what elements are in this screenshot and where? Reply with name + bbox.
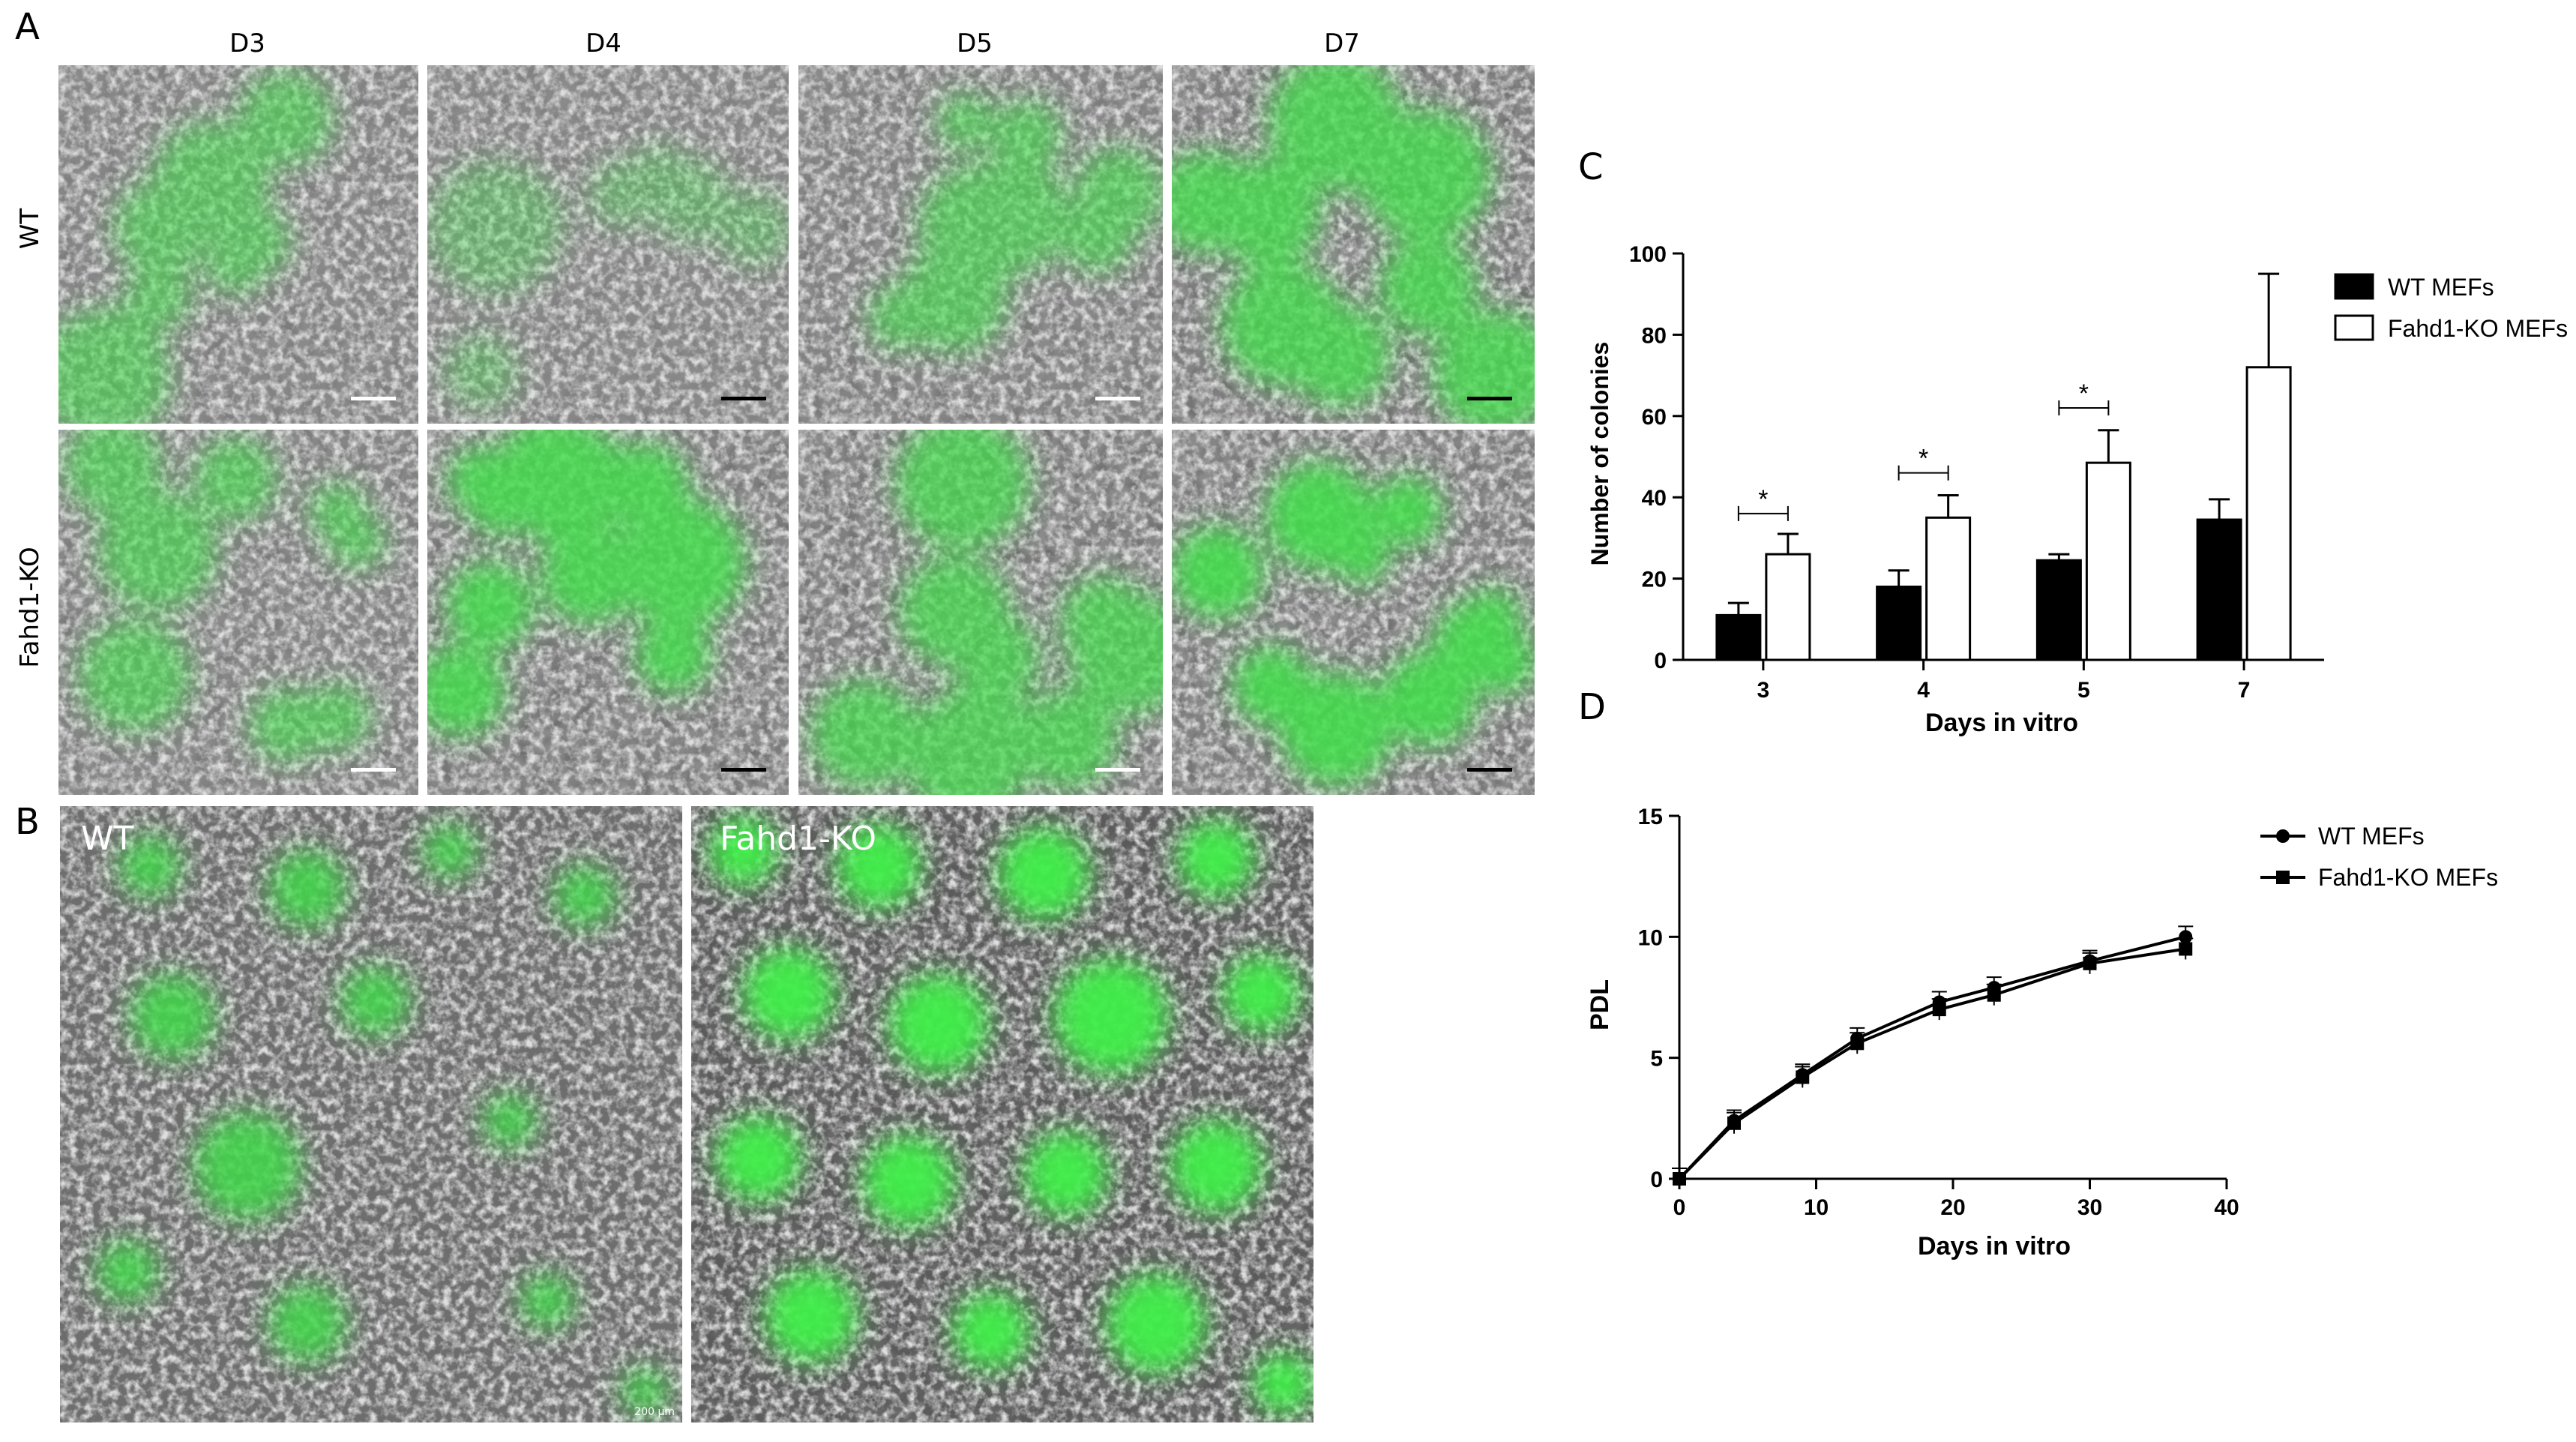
micrograph-fahd1-ko-d3: [58, 430, 418, 795]
chart-c-significance-label: *: [2079, 379, 2089, 408]
panel-letter-c: C: [1578, 146, 1604, 188]
chart-c-bar-wt: [1876, 585, 1922, 661]
chart-c-legend-label: WT MEFs: [2388, 274, 2494, 301]
micrograph-wt-d5: [798, 65, 1163, 424]
chart-d-series-line-wt: [1678, 935, 2186, 1180]
chart-c-bar-wt: [1715, 613, 1762, 661]
chart-c-bar-wt: [2035, 559, 2082, 661]
chart-d-x-tick-label: 20: [1940, 1195, 1965, 1220]
bar-chart-colonies: Number of colonies Days in vitro 0 20 40 60…: [1586, 242, 2568, 737]
chart-d-y-axis-label: PDL: [1586, 979, 1614, 1030]
micrograph-fahd1-ko-d5: [798, 430, 1163, 795]
chart-c-bar-fahd1-ko: [1765, 553, 1811, 661]
chart-d-x-tick-label: 0: [1673, 1195, 1686, 1220]
micrograph-b-wt: WT 200 µm: [60, 806, 682, 1423]
micrograph-image: [798, 65, 1163, 424]
chart-c-y-tick-label: 0: [1654, 649, 1667, 673]
chart-d-x-axis-label: Days in vitro: [1918, 1232, 2071, 1261]
chart-c-y-tick-label: 80: [1642, 323, 1667, 348]
micrograph-b-fahd1-ko-label: Fahd1-KO: [720, 820, 876, 858]
micrograph-b-wt-label: WT: [81, 820, 134, 858]
chart-c-y-tick-label: 100: [1629, 242, 1667, 267]
chart-c-legend-swatch: [2334, 273, 2374, 300]
chart-c-bar-fahd1-ko: [2085, 461, 2131, 661]
panel-letter-d: D: [1578, 686, 1606, 728]
column-label-d3: D3: [229, 28, 265, 58]
chart-d-y-tick-label: 10: [1638, 925, 1663, 950]
chart-c-x-axis-label: Days in vitro: [1925, 709, 2078, 737]
chart-d-x-tick-label: 40: [2214, 1195, 2239, 1220]
chart-c-bar-fahd1-ko: [1925, 516, 1972, 661]
chart-c-x-tick-label: 5: [2077, 678, 2090, 703]
scale-bar: [1095, 768, 1140, 772]
chart-d-x-tick-label: 10: [1804, 1195, 1829, 1220]
chart-d-point-fahd1-ko: [2083, 956, 2097, 970]
line-chart-pdl: PDL Days in vitro 0 5 10 15 0 10 20 30 40 WT MEF…: [1586, 805, 2498, 1261]
chart-d-point-fahd1-ko: [2179, 942, 2193, 956]
micrograph-wt-d7: [1172, 65, 1535, 424]
chart-d-point-fahd1-ko: [1987, 988, 2001, 1002]
chart-d-legend-marker: [2276, 829, 2290, 843]
micrograph-image: [58, 65, 418, 424]
scale-bar: [351, 768, 396, 772]
scale-bar: [1095, 397, 1140, 400]
chart-c-significance-bracket: [2058, 400, 2110, 415]
chart-d-point-fahd1-ko: [1673, 1172, 1686, 1186]
micrograph-b-fahd1-ko: Fahd1-KO: [691, 806, 1313, 1423]
scale-bar: [721, 397, 766, 400]
chart-d-y-tick-label: 0: [1650, 1168, 1663, 1192]
chart-d-point-fahd1-ko: [1796, 1070, 1810, 1084]
scale-bar-label: 200 µm: [634, 1406, 675, 1418]
column-label-d5: D5: [957, 28, 993, 58]
micrograph-image: [798, 430, 1163, 795]
chart-c-bar-fahd1-ko: [2245, 366, 2292, 661]
chart-d-legend-marker: [2276, 871, 2290, 884]
chart-c-y-tick-label: 20: [1642, 568, 1667, 592]
micrograph-b-wt-image: [60, 806, 682, 1423]
micrograph-wt-d3: [58, 65, 418, 424]
scale-bar: [1467, 397, 1512, 400]
column-label-d4: D4: [586, 28, 622, 58]
panel-letter-b: B: [15, 801, 40, 843]
chart-c-legend-swatch: [2334, 314, 2374, 341]
chart-c-x-tick-label: 4: [1917, 678, 1930, 703]
micrograph-image: [58, 430, 418, 795]
chart-d-x-tick-label: 30: [2077, 1195, 2102, 1220]
micrograph-fahd1-ko-d4: [427, 430, 789, 795]
scale-bar: [721, 768, 766, 772]
chart-d-point-fahd1-ko: [1850, 1036, 1865, 1051]
chart-d-point-fahd1-ko: [1932, 1003, 1946, 1017]
chart-d-series-line-fahd1-ko: [1678, 947, 2186, 1180]
column-label-d7: D7: [1324, 28, 1360, 58]
micrograph-wt-d4: [427, 65, 789, 424]
chart-d-y-tick-label: 5: [1650, 1047, 1663, 1072]
chart-c-significance-label: *: [1758, 485, 1768, 514]
panel-letter-a: A: [15, 6, 40, 48]
chart-c-significance-label: *: [1919, 445, 1928, 473]
micrograph-image: [1172, 65, 1535, 424]
row-label-wt: WT: [15, 208, 45, 250]
chart-d-y-tick-label: 15: [1638, 805, 1663, 829]
micrograph-b-fahd1-ko-image: [691, 806, 1313, 1423]
micrograph-image: [427, 430, 789, 795]
chart-c-y-tick-label: 60: [1642, 405, 1667, 430]
micrograph-image: [427, 65, 789, 424]
chart-c-y-axis-label: Number of colonies: [1586, 342, 1613, 566]
chart-d-point-wt: [2179, 930, 2193, 944]
micrograph-fahd1-ko-d7: [1172, 430, 1535, 795]
scale-bar: [1467, 768, 1512, 772]
chart-d-legend-label: Fahd1-KO MEFs: [2318, 864, 2498, 891]
row-label-fahd1-ko: Fahd1-KO: [15, 547, 45, 668]
chart-c-bar-wt: [2196, 518, 2242, 661]
chart-c-legend-label: Fahd1-KO MEFs: [2388, 315, 2568, 342]
micrograph-image: [1172, 430, 1535, 795]
chart-c-significance-bracket: [1737, 505, 1789, 521]
chart-c-y-tick-label: 40: [1642, 486, 1667, 511]
chart-d-legend-label: WT MEFs: [2318, 823, 2425, 850]
chart-c-x-tick-label: 7: [2238, 678, 2251, 703]
scale-bar: [351, 397, 396, 400]
chart-c-x-tick-label: 3: [1757, 678, 1770, 703]
chart-c-significance-bracket: [1898, 465, 1949, 481]
chart-d-point-fahd1-ko: [1727, 1116, 1741, 1130]
